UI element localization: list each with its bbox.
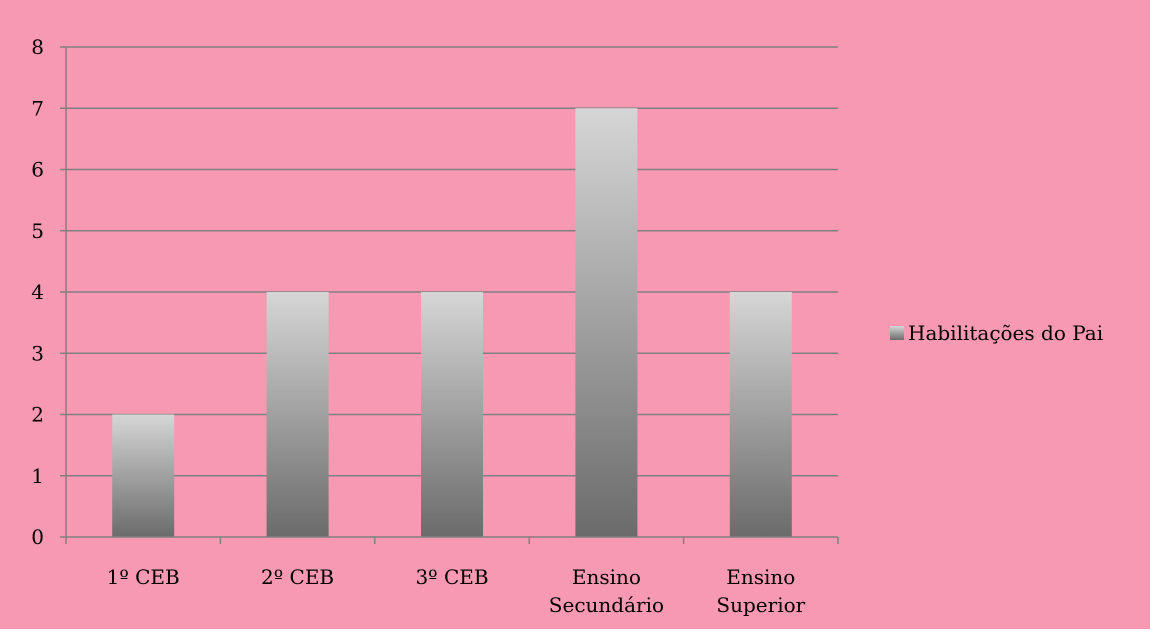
x-tick-label: 2º CEB	[261, 565, 334, 589]
y-tick-label: 4	[31, 280, 44, 304]
y-tick-label: 3	[31, 341, 44, 365]
x-tick-label: Ensino Secundário	[549, 565, 664, 617]
x-tick-label: 1º CEB	[107, 565, 180, 589]
axes	[60, 46, 839, 544]
bar	[575, 108, 638, 537]
x-tick-labels: 1º CEB 2º CEB 3º CEB Ensino Secundário Ensino…	[107, 565, 806, 617]
bar	[112, 414, 175, 537]
legend-swatch	[890, 326, 904, 340]
y-tick-label: 7	[31, 96, 44, 120]
y-tick-label: 1	[31, 464, 44, 488]
x-tick-label: Ensino Superior	[716, 565, 805, 617]
x-tick-label: 3º CEB	[415, 565, 488, 589]
y-tick-label: 6	[31, 158, 44, 182]
y-tick-label: 5	[31, 219, 44, 243]
y-tick-label: 8	[31, 35, 44, 59]
legend: Habilitações do Pai	[890, 321, 1103, 345]
legend-label: Habilitações do Pai	[908, 321, 1103, 345]
y-tick-labels: 0 1 2 3 4 5 6 7 8	[31, 35, 44, 549]
bar	[266, 292, 329, 537]
bar	[421, 292, 483, 537]
y-tick-label: 2	[31, 403, 44, 427]
y-tick-label: 0	[31, 525, 44, 549]
bar	[729, 292, 792, 537]
bars	[112, 108, 792, 537]
